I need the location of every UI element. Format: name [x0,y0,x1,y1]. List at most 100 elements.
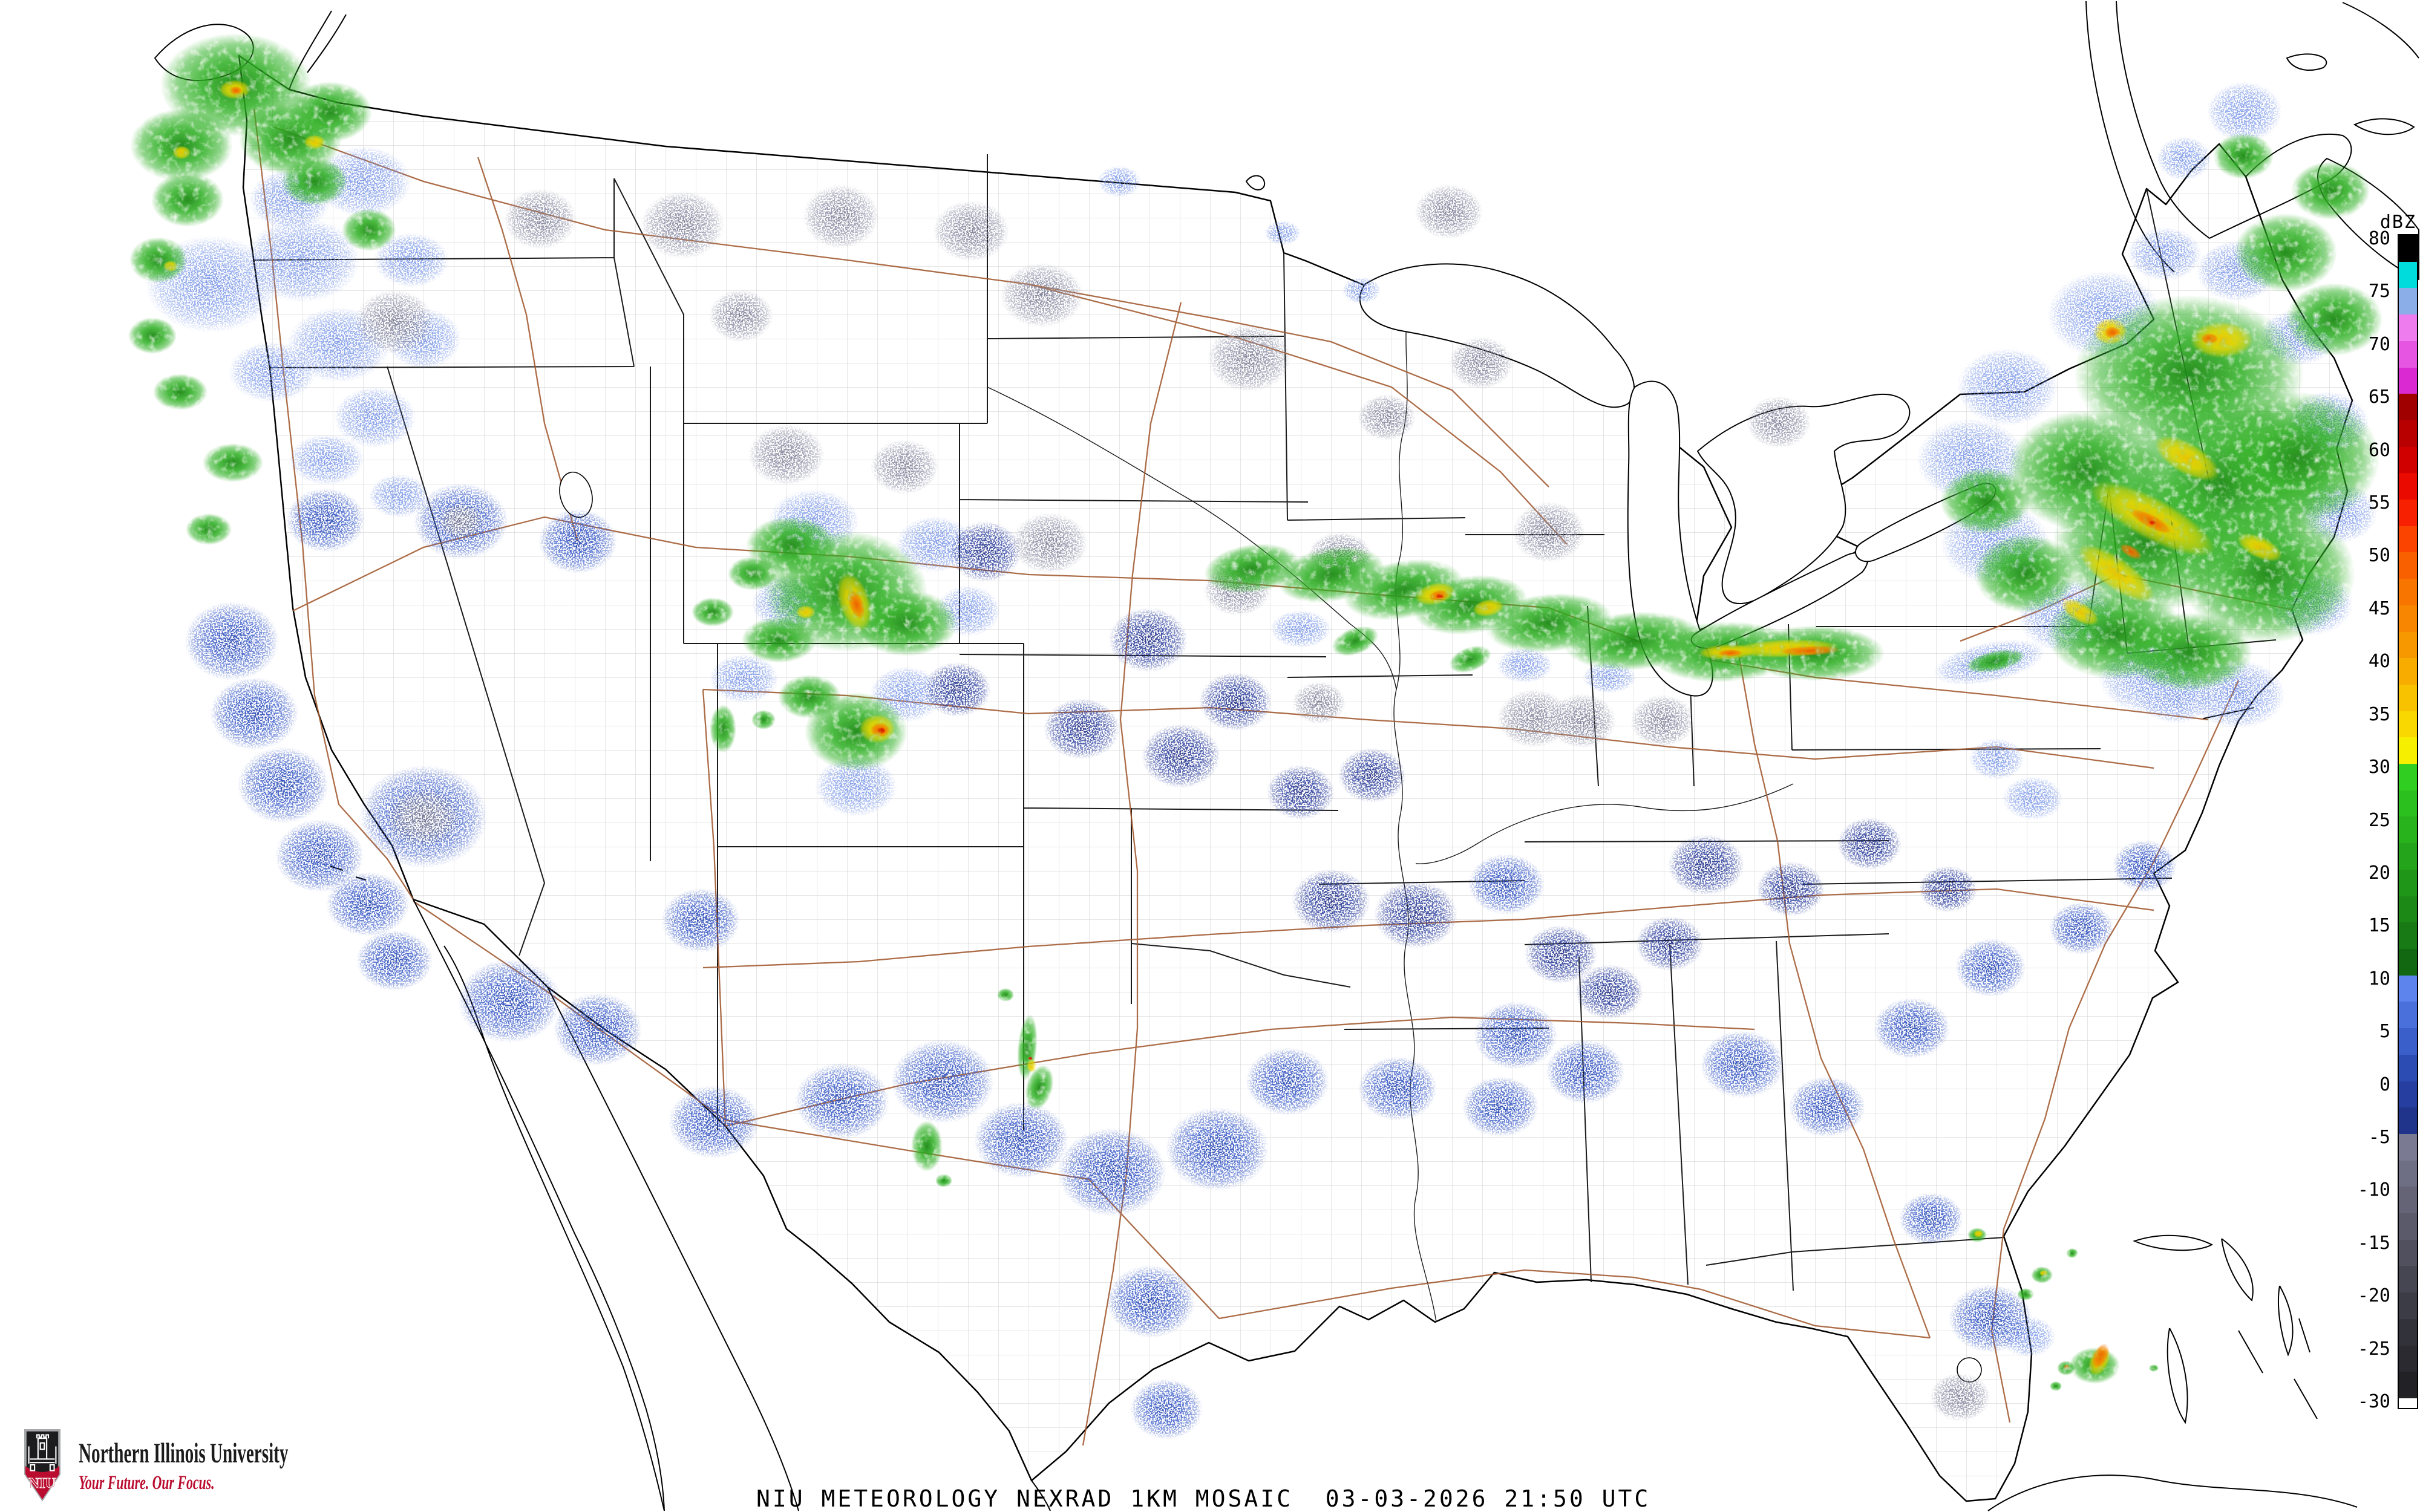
radar-echo [1208,324,1291,392]
radar-echo [1512,502,1585,562]
dbz-scale-segment [2399,1107,2417,1134]
radar-echo [210,677,298,750]
radar-echo [709,290,773,342]
radar-echo [304,135,325,149]
dbz-scale-segment [2399,526,2417,553]
radar-echo [554,993,642,1066]
radar-echo [2091,1343,2110,1369]
institution-tagline: Your Future. Our Focus. [79,1472,215,1494]
radar-echo [855,590,958,656]
radar-echo [1718,649,1742,657]
radar-echo [1789,1077,1865,1137]
radar-echo [203,443,263,482]
niu-shield-icon: NIU [24,1429,60,1502]
radar-echo [1292,869,1370,933]
radar-echo [342,209,396,251]
dbz-scale-segment [2399,896,2417,923]
dbz-scale-segment [2399,1081,2417,1108]
radar-echo [1837,818,1902,870]
radar-echo [2049,902,2113,954]
radar-echo [286,488,365,552]
radar-echo [1044,699,1120,759]
radar-echo [153,374,208,410]
radar-echo [2207,82,2282,142]
radar-echo [151,172,224,227]
radar-echo [997,988,1014,1002]
radar-echo [2180,504,2355,643]
dbz-scale-segment [2399,948,2417,976]
castle-icon [28,1434,57,1471]
radar-echo [710,705,736,753]
radar-echo [1027,1059,1036,1072]
dbz-scale-segment [2399,1266,2417,1293]
dbz-scale-segment [2399,367,2417,394]
dbz-tick-label: -30 [2357,1391,2390,1412]
dbz-tick-label: 35 [2368,703,2390,725]
dbz-tick-label: -20 [2357,1285,2390,1307]
radar-echo [2064,1364,2070,1369]
dbz-tick-label: -5 [2368,1126,2390,1148]
dbz-tick-label: 50 [2368,545,2390,567]
dbz-scale-segment [2399,1187,2417,1214]
radar-echo [911,1121,943,1171]
radar-echo [2125,613,2252,691]
radar-echo [923,662,991,717]
dbz-tick-label: -25 [2357,1338,2390,1360]
radar-echo [1204,543,1301,594]
radar-echo [1630,695,1695,747]
dbz-tick-label: 60 [2368,439,2390,461]
lake-superior [1359,263,1635,408]
radar-echo [1473,599,1504,617]
radar-echo [1109,608,1188,672]
dbz-tick-label: 30 [2368,757,2390,778]
radar-echo [1497,648,1552,683]
dbz-scale-segment [2399,1002,2417,1029]
radar-layer-clutter-blue [185,483,2177,1439]
radar-echo [1974,534,2077,613]
radar-echo [1462,1077,1539,1137]
radar-echo [1267,765,1335,820]
radar-echo [287,82,372,142]
dbz-scale-segment [2399,922,2417,949]
dbz-tick-label: 55 [2368,492,2390,514]
radar-echo [229,342,316,402]
dbz-scale-segment [2399,658,2417,685]
dbz-scale-segment [2399,1345,2417,1372]
radar-echo [1955,939,2026,997]
radar-echo [2149,520,2156,525]
lake-huron [1696,393,1911,604]
radar-echo [163,261,178,272]
dbz-scale-segment [2399,341,2417,368]
dbz-scale-segment [2399,684,2417,711]
radar-echo [641,191,724,259]
radar-echo [1097,166,1141,197]
dbz-scale-segment [2399,235,2417,262]
dbz-tick-label: -15 [2357,1232,2390,1254]
radar-layer-clutter-navy [923,521,1977,1019]
dbz-tick-label: 80 [2368,228,2390,249]
radar-echo [172,146,191,159]
radar-echo [1342,277,1381,304]
radar-echo [1449,337,1513,389]
radar-echo [2213,133,2274,179]
dbz-tick-label: 70 [2368,333,2390,355]
shield-red-band [25,1465,60,1500]
shield-niu-text: NIU [28,1475,56,1491]
radar-echo [2237,533,2283,562]
radar-echo [1874,998,1950,1058]
dbz-tick-label: 45 [2368,598,2390,619]
radar-echo [1899,1193,1963,1245]
dbz-scale-segment [2399,579,2417,605]
radar-echo [1940,468,2031,534]
radar-echo [2291,161,2370,220]
radar-echo [1028,1057,1033,1060]
radar-echo [1142,724,1220,788]
radar-echo [871,440,938,494]
radar-echo [356,930,433,991]
dbz-color-scale [2398,234,2418,1409]
radar-echo [1332,626,1379,656]
radar-echo [130,109,233,181]
radar-echo [1415,184,1483,239]
radar-echo [2216,392,2379,525]
